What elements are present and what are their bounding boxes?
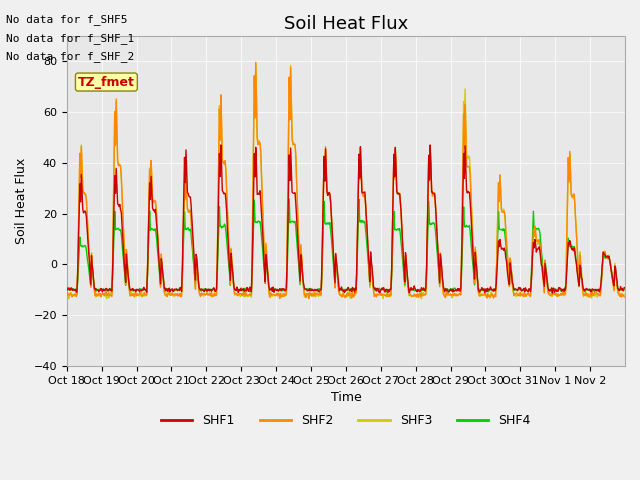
SHF2 [252, 60, 260, 65]
SHF2 [436, 284, 444, 289]
SHF1 [129, 287, 136, 292]
SHF2 [63, 293, 70, 299]
SHF4 [435, 272, 443, 277]
SHF4 [129, 287, 136, 293]
Line: SHF1: SHF1 [67, 145, 624, 293]
SHF1 [217, 142, 225, 148]
SHF1 [259, 237, 267, 242]
SHF4 [620, 286, 628, 291]
SHF4 [280, 288, 287, 293]
SHF1 [404, 276, 412, 282]
Text: TZ_fmet: TZ_fmet [78, 75, 135, 88]
SHF3 [436, 283, 444, 289]
SHF3 [252, 60, 260, 66]
SHF3 [280, 291, 288, 297]
SHF1 [232, 287, 239, 293]
SHF2 [620, 294, 628, 300]
SHF4 [285, 196, 293, 202]
SHF1 [280, 286, 288, 292]
SHF2 [280, 290, 288, 296]
Text: No data for f_SHF_2: No data for f_SHF_2 [6, 51, 134, 62]
SHF4 [404, 278, 412, 284]
X-axis label: Time: Time [330, 391, 361, 404]
SHF3 [259, 216, 267, 221]
SHF4 [231, 287, 239, 293]
SHF3 [63, 291, 70, 297]
SHF3 [418, 296, 426, 301]
SHF3 [620, 292, 628, 298]
SHF1 [620, 285, 628, 290]
Line: SHF3: SHF3 [67, 63, 624, 299]
SHF3 [129, 292, 136, 298]
Legend: SHF1, SHF2, SHF3, SHF4: SHF1, SHF2, SHF3, SHF4 [156, 409, 536, 432]
SHF3 [231, 292, 239, 298]
Line: SHF2: SHF2 [67, 62, 624, 299]
Title: Soil Heat Flux: Soil Heat Flux [284, 15, 408, 33]
Line: SHF4: SHF4 [67, 199, 624, 292]
Text: No data for f_SHF_1: No data for f_SHF_1 [6, 33, 134, 44]
SHF2 [305, 296, 313, 301]
Text: No data for f_SHF5: No data for f_SHF5 [6, 14, 128, 25]
SHF2 [404, 288, 412, 293]
SHF3 [404, 279, 412, 285]
SHF2 [231, 291, 239, 297]
SHF2 [129, 293, 136, 299]
SHF2 [259, 216, 267, 221]
Y-axis label: Soil Heat Flux: Soil Heat Flux [15, 158, 28, 244]
SHF1 [548, 290, 556, 296]
SHF4 [63, 286, 70, 291]
SHF1 [63, 286, 70, 292]
SHF1 [435, 265, 443, 271]
SHF4 [259, 243, 266, 249]
SHF4 [581, 289, 589, 295]
